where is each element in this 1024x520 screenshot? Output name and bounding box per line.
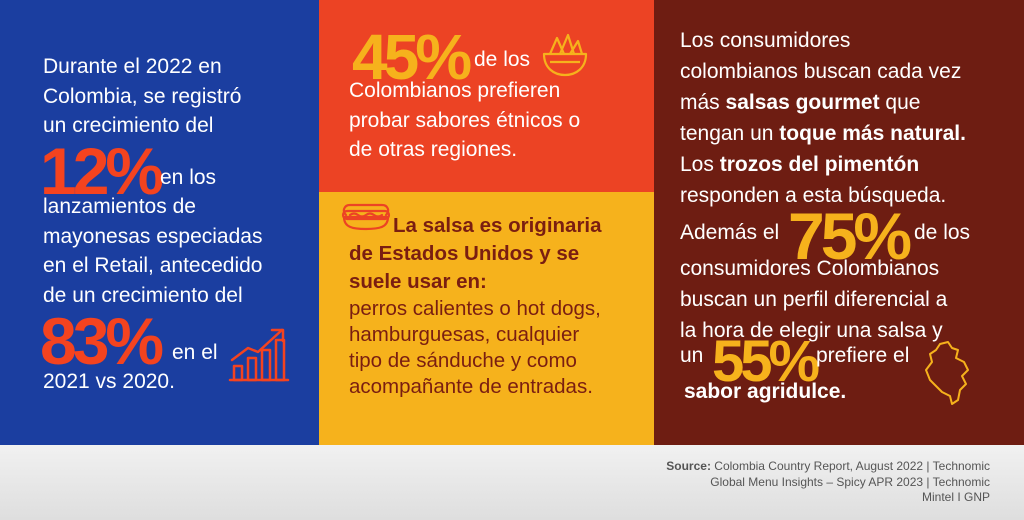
text-line: consumidores Colombianos <box>680 257 940 280</box>
maroon-body-text: consumidores Colombianos buscan un perfi… <box>680 253 1010 346</box>
text-fragment: que <box>879 91 921 114</box>
red-panel <box>319 0 654 192</box>
highlight-trozos-pimenton: trozos del pimentón <box>719 153 920 176</box>
text-line: tengan un toque más natural. <box>680 118 1010 149</box>
text-line: en los <box>160 166 217 189</box>
text-line: 2021 vs 2020. <box>43 370 175 393</box>
stat-12-percent: 12% <box>40 134 164 208</box>
text-line: en el Retail, antecedido <box>43 254 263 277</box>
yellow-panel <box>319 192 654 445</box>
footer-bar <box>0 445 1024 520</box>
highlight-salsas-gourmet: salsas gourmet <box>725 91 880 114</box>
yellow-body-text: perros calientes o hot dogs, hamburguesa… <box>349 296 649 400</box>
text-line: Los consumidores <box>680 29 851 52</box>
stat-83-percent: 83% <box>40 304 164 378</box>
text-line: tipo de sánduche y como <box>349 349 577 372</box>
text-line: Colombia, se registró <box>43 84 242 108</box>
highlight-sabor-agridulce: sabor agridulce. <box>684 380 847 403</box>
colombia-map-icon <box>925 341 969 405</box>
stat-55-percent: 55% <box>712 329 820 394</box>
growth-chart-icon <box>228 328 290 382</box>
hotdog-icon <box>341 203 391 231</box>
blue-body-text: lanzamientos de mayonesas especiadas en … <box>43 192 313 310</box>
blue-intro-text: Durante el 2022 en Colombia, se registró… <box>43 52 313 141</box>
text-line: más salsas gourmet que <box>680 87 1010 118</box>
text-line: Global Menu Insights – Spicy APR 2023 | … <box>710 474 990 489</box>
text-line: La salsa es originaria <box>393 214 602 237</box>
text-line: buscan un perfil diferencial a <box>680 288 948 311</box>
nachos-bowl-icon <box>542 33 588 77</box>
stat-75-percent: 75% <box>788 199 912 273</box>
text-line: mayonesas especiadas <box>43 224 263 248</box>
text-line: un crecimiento del <box>43 114 214 137</box>
text-line: prefiere el <box>816 344 910 367</box>
text-line: en el <box>172 341 218 364</box>
text-line: Colombianos prefieren <box>349 79 561 102</box>
maroon-panel <box>654 0 1024 445</box>
text-line: Durante el 2022 en <box>43 55 222 78</box>
text-line: un <box>680 344 704 367</box>
text-line: Los trozos del pimentón <box>680 149 1010 180</box>
text-line: Source: Colombia Country Report, August … <box>630 459 990 475</box>
text-line: perros calientes o hot dogs, <box>349 297 601 320</box>
yellow-heading: La salsa es originaria de Estados Unidos… <box>349 212 649 296</box>
text-line: Mintel I GNP <box>921 490 990 504</box>
text-line: responden a esta búsqueda. <box>680 184 947 207</box>
source-label: Source: <box>666 459 711 473</box>
text-fragment: tengan un <box>680 122 780 145</box>
blue-panel <box>0 0 319 445</box>
text-fragment: más <box>680 91 726 114</box>
text-line: de otras regiones. <box>349 138 518 161</box>
text-line: de los <box>914 221 971 244</box>
text-line: acompañante de entradas. <box>349 375 593 398</box>
text-line: de un crecimiento del <box>43 283 243 307</box>
text-line: de los <box>474 48 531 71</box>
text-line: la hora de elegir una salsa y <box>680 319 943 342</box>
text-line: hamburguesas, cualquier <box>349 323 580 346</box>
highlight-toque-natural: toque más natural. <box>779 122 966 145</box>
text-line: probar sabores étnicos o <box>349 108 581 132</box>
text-fragment: Colombia Country Report, August 2022 | T… <box>710 459 990 473</box>
source-citation: Source: Colombia Country Report, August … <box>630 459 990 506</box>
text-line: Además el <box>680 221 780 244</box>
text-line: suele usar en: <box>349 270 487 293</box>
maroon-intro-text: Los consumidores colombianos buscan cada… <box>680 25 1010 211</box>
stat-45-percent: 45% <box>352 21 472 93</box>
text-fragment: Los <box>680 153 720 176</box>
red-body-text: Colombianos prefieren probar sabores étn… <box>349 76 639 165</box>
text-line: colombianos buscan cada vez <box>680 60 962 83</box>
text-line: lanzamientos de <box>43 195 196 218</box>
text-line: de Estados Unidos y se <box>349 242 580 265</box>
